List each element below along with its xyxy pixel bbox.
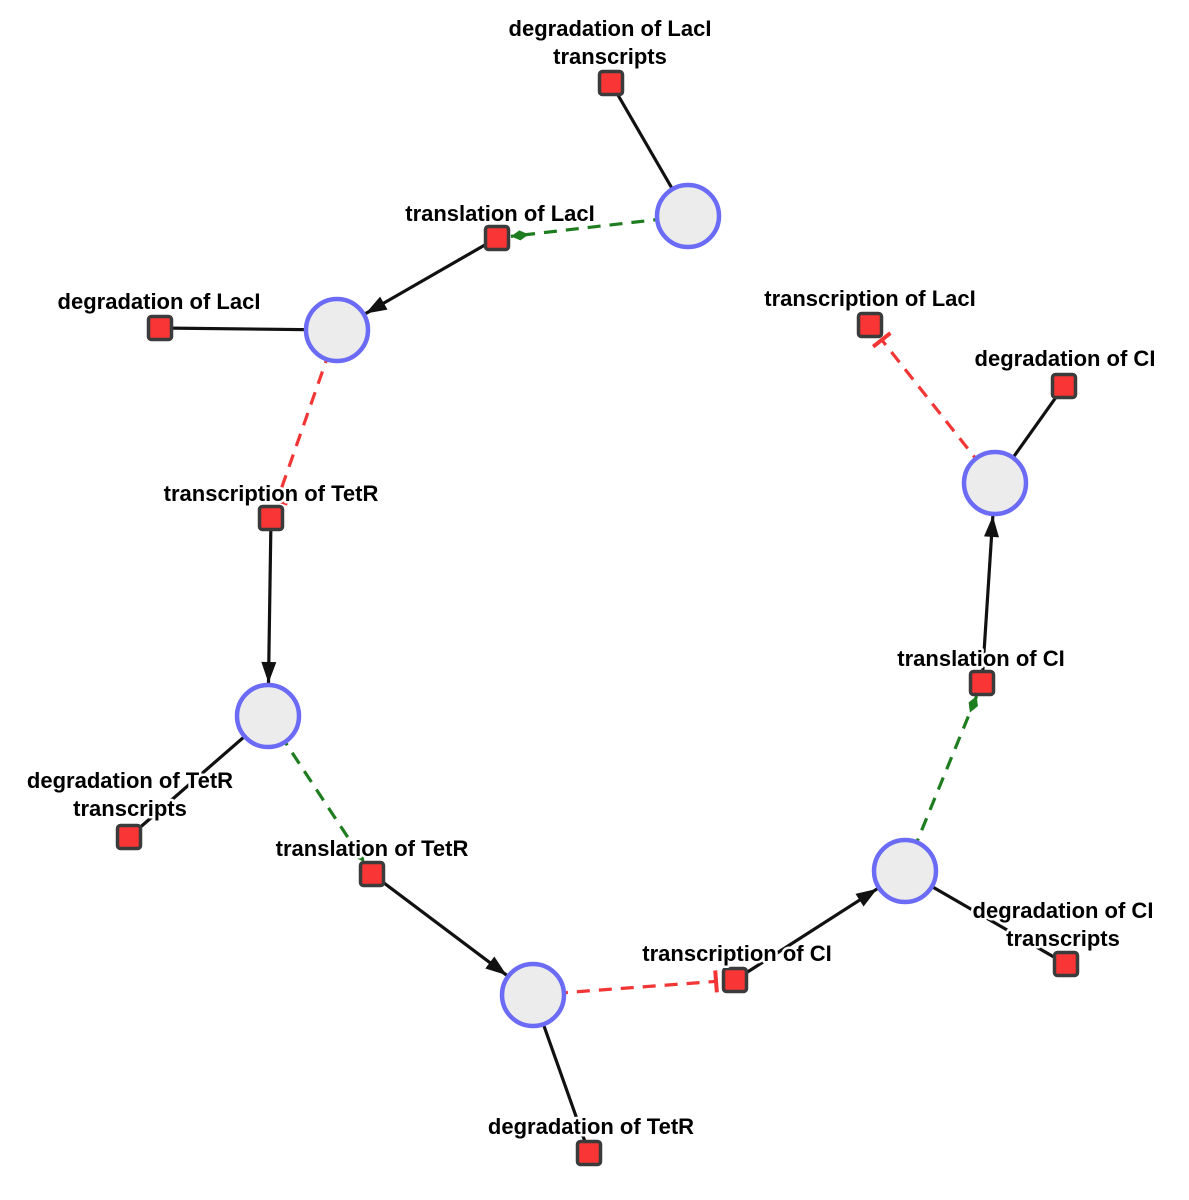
reaction-label-transcription-of-ci: transcription of CI <box>642 941 831 966</box>
modifier-diamond-icon <box>510 230 529 241</box>
reaction-label-translation-of-ci: translation of CI <box>897 646 1064 671</box>
reaction-node-translation-of-ci[interactable] <box>968 669 996 697</box>
reaction-node-translation-of-tetr[interactable] <box>358 860 386 888</box>
arrowhead-icon <box>261 661 277 684</box>
time-series-plot <box>425 438 775 763</box>
labels-layer: degradation of LacI transcripts translatio… <box>24 14 1158 1142</box>
inhibition-tbar-icon <box>266 494 289 506</box>
species-node-laci-mrna[interactable] <box>654 182 722 250</box>
reaction-node-transcription-of-tetr[interactable] <box>257 504 285 532</box>
reaction-node-degradation-of-laci-transcripts[interactable] <box>597 69 625 97</box>
reaction-node-degradation-of-tetr[interactable] <box>575 1139 603 1167</box>
reaction-label-transcription-of-tetr: transcription of TetR <box>164 481 379 506</box>
reaction-node-translation-of-laci[interactable] <box>483 224 511 252</box>
reaction-label-translation-of-tetr: translation of TetR <box>276 836 469 861</box>
edge-production-translation-of-laci--laci-protein <box>364 236 498 315</box>
species-node-ci-mrna[interactable] <box>871 837 939 905</box>
arrowhead-icon <box>984 515 999 538</box>
inhibition-tbar-icon <box>871 331 892 349</box>
inhibition-tbar-icon <box>713 970 719 993</box>
reaction-label-degradation-of-ci: degradation of CI <box>975 346 1156 371</box>
reaction-label-translation-of-laci: translation of LacI <box>405 201 594 226</box>
reaction-node-degradation-of-laci[interactable] <box>146 314 174 342</box>
reaction-node-transcription-of-ci[interactable] <box>721 966 749 994</box>
species-node-ci-protein[interactable] <box>961 449 1029 517</box>
modifier-diamond-icon <box>968 695 978 713</box>
reaction-label-degradation-of-laci: degradation of LacI <box>58 289 261 314</box>
reaction-label-transcription-of-laci: transcription of LacI <box>764 286 975 311</box>
reaction-label-degradation-of-tetr-transcripts: degradation of TetR transcripts <box>27 768 233 821</box>
reaction-node-degradation-of-ci[interactable] <box>1050 372 1078 400</box>
species-node-tetr-protein[interactable] <box>499 961 567 1029</box>
edge-production-translation-of-ci--ci-protein <box>980 515 999 684</box>
reaction-label-degradation-of-tetr: degradation of TetR <box>488 1114 694 1139</box>
reaction-node-transcription-of-laci[interactable] <box>856 311 884 339</box>
edge-production-translation-of-tetr--tetr-protein <box>371 872 508 977</box>
edge-production-transcription-of-ci--ci-mrna <box>734 887 879 982</box>
arrowhead-icon <box>365 296 388 314</box>
reaction-label-degradation-of-ci-transcripts: degradation of CI transcripts <box>973 898 1154 951</box>
reaction-label-degradation-of-laci-transcripts: degradation of LacI transcripts <box>509 16 712 69</box>
species-node-laci-protein[interactable] <box>303 296 371 364</box>
reaction-nodes-layer <box>115 69 1080 1167</box>
arrowhead-icon <box>485 956 507 976</box>
species-node-tetr-mrna[interactable] <box>234 682 302 750</box>
species-nodes-layer <box>234 182 1029 1029</box>
time-series-plot-svg <box>425 438 775 763</box>
arrowhead-icon <box>855 888 878 907</box>
modifier-diamond-icon <box>354 847 365 863</box>
reaction-node-degradation-of-ci-transcripts[interactable] <box>1052 950 1080 978</box>
reaction-node-degradation-of-tetr-transcripts[interactable] <box>115 823 143 851</box>
edge-production-transcription-of-tetr--tetr-mrna <box>261 517 277 684</box>
